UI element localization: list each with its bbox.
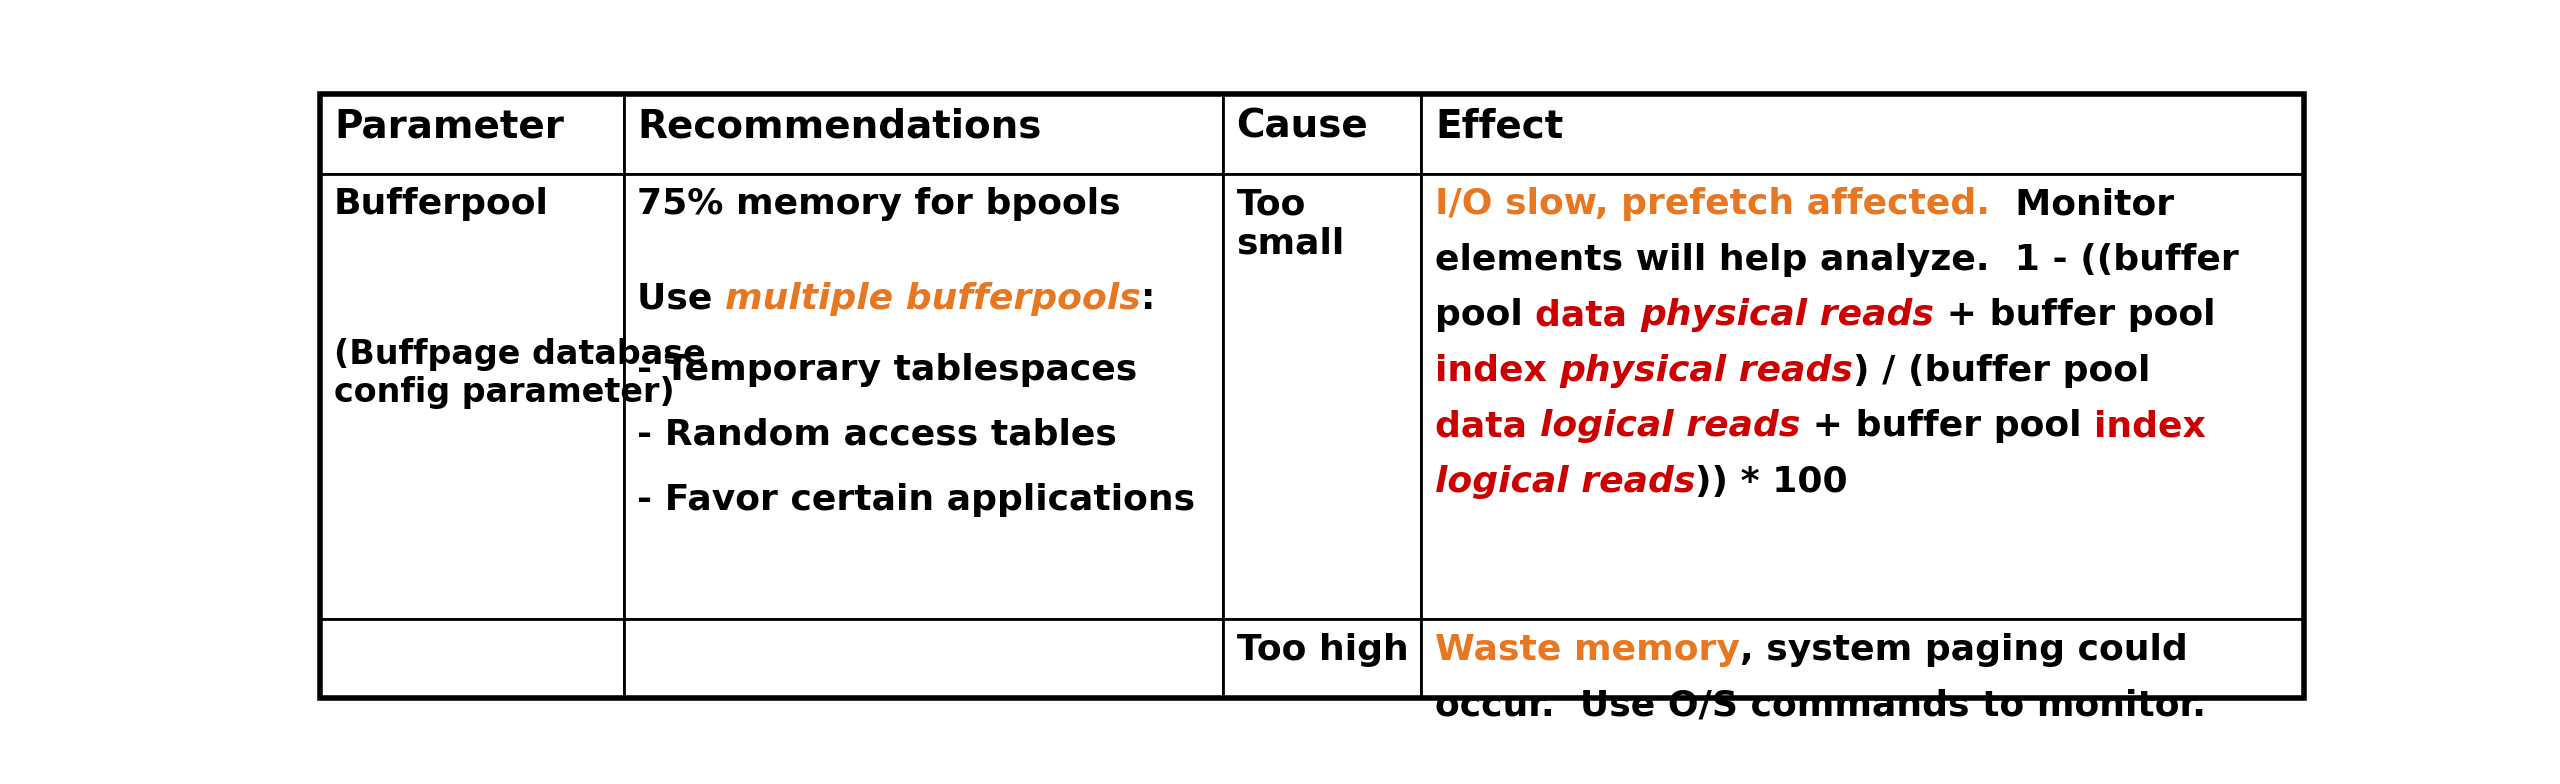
Text: Monitor: Monitor (1989, 187, 2173, 221)
Bar (625, 619, 1224, 698)
Bar (320, 94, 625, 174)
Bar (1224, 174, 1421, 619)
Text: 75% memory for bpools: 75% memory for bpools (637, 187, 1121, 221)
Text: logical reads: logical reads (1436, 465, 1695, 499)
Bar (1421, 619, 2304, 698)
Bar (1421, 174, 2304, 619)
Text: physical reads: physical reads (1559, 354, 1853, 387)
Bar (1421, 94, 2304, 174)
Text: Waste memory: Waste memory (1436, 633, 1741, 666)
Text: + buffer pool: + buffer pool (1933, 298, 2214, 332)
Text: multiple bufferpools: multiple bufferpools (724, 281, 1142, 316)
Text: - Favor certain applications: - Favor certain applications (637, 483, 1196, 517)
Text: ) / (buffer pool: ) / (buffer pool (1853, 354, 2150, 387)
Bar (1224, 619, 1421, 698)
Text: (Buffpage database
config parameter): (Buffpage database config parameter) (333, 338, 707, 409)
Text: Recommendations: Recommendations (637, 107, 1042, 145)
Text: + buffer pool: + buffer pool (1800, 409, 2094, 443)
Bar (625, 174, 1224, 619)
Text: Too
small: Too small (1236, 187, 1344, 260)
Text: data: data (1536, 298, 1641, 332)
Text: :: : (1142, 281, 1155, 316)
Text: occur.  Use O/S commands to monitor.: occur. Use O/S commands to monitor. (1436, 688, 2207, 722)
Text: Too high: Too high (1236, 633, 1408, 666)
Text: Bufferpool: Bufferpool (333, 187, 548, 221)
Text: Use: Use (637, 281, 724, 316)
Text: logical reads: logical reads (1539, 409, 1800, 443)
Text: elements will help analyze.  1 - ((buffer: elements will help analyze. 1 - ((buffer (1436, 242, 2240, 277)
Text: Effect: Effect (1436, 107, 1564, 145)
Text: Parameter: Parameter (333, 107, 563, 145)
Text: )) * 100: )) * 100 (1695, 465, 1848, 499)
Text: - Random access tables: - Random access tables (637, 418, 1116, 452)
Text: index: index (2094, 409, 2207, 443)
Bar (1224, 94, 1421, 174)
Text: Cause: Cause (1236, 107, 1370, 145)
Bar (320, 174, 625, 619)
Text: index: index (1436, 354, 1559, 387)
Text: I/O slow, prefetch affected.: I/O slow, prefetch affected. (1436, 187, 1989, 221)
Bar (320, 619, 625, 698)
Text: , system paging could: , system paging could (1741, 633, 2189, 666)
Text: data: data (1436, 409, 1539, 443)
Text: physical reads: physical reads (1641, 298, 1933, 332)
Text: pool: pool (1436, 298, 1536, 332)
Text: - Temporary tablespaces: - Temporary tablespaces (637, 353, 1137, 387)
Bar (625, 94, 1224, 174)
